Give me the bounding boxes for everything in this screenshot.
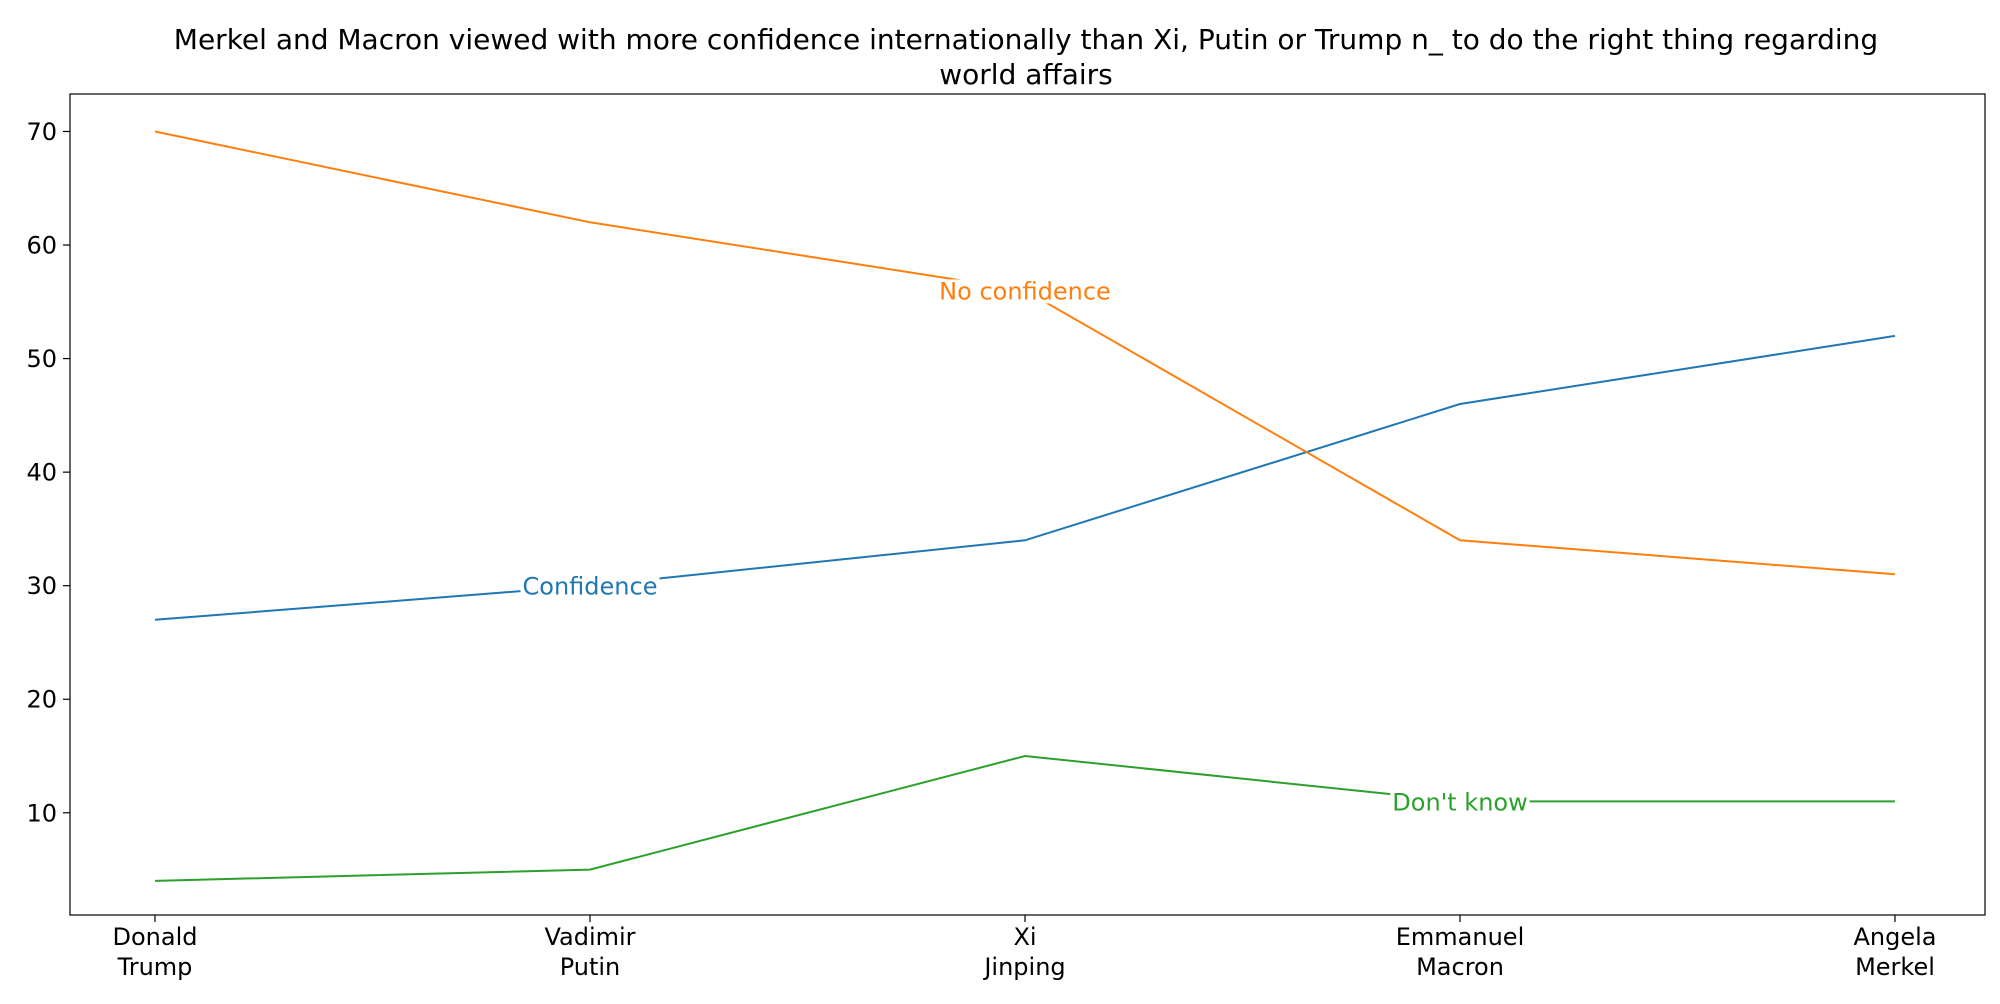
series-line-0: [154, 334, 1896, 621]
x-tick-label: Vadimir: [544, 923, 635, 951]
chart-title-line-2: world affairs: [939, 58, 1112, 91]
series-line-1: [154, 130, 1896, 576]
series-label-1: No confidence: [939, 277, 1111, 305]
series-label-halo: [1390, 790, 1530, 815]
plot-frame: [69, 93, 1986, 916]
y-tick-label: 70: [26, 118, 57, 146]
x-tick-label: Emmanuel: [1396, 923, 1524, 951]
series-label-0: Confidence: [523, 573, 658, 601]
x-tick-label: Trump: [117, 953, 193, 981]
y-tick-label: 50: [26, 345, 57, 373]
series-line-2: [154, 754, 1895, 882]
x-tick-label: Putin: [560, 953, 621, 981]
y-tick-label: 20: [26, 686, 57, 714]
series-label-2: Don't know: [1392, 788, 1527, 816]
y-tick-label: 60: [26, 232, 57, 260]
x-tick-label: Merkel: [1855, 953, 1935, 981]
x-tick-label: Angela: [1853, 923, 1936, 951]
series-label-halo: [520, 574, 660, 599]
x-tick-label: Macron: [1416, 953, 1504, 981]
y-tick-label: 40: [26, 459, 57, 487]
x-tick-label: Xi: [1013, 923, 1036, 951]
series-label-halo: [937, 279, 1113, 304]
x-tick-label: Jinping: [982, 953, 1065, 981]
y-tick-label: 10: [26, 799, 57, 827]
chart-title-line-1: Merkel and Macron viewed with more confi…: [174, 23, 1878, 56]
y-tick-label: 30: [26, 572, 57, 600]
x-tick-label: Donald: [113, 923, 198, 951]
